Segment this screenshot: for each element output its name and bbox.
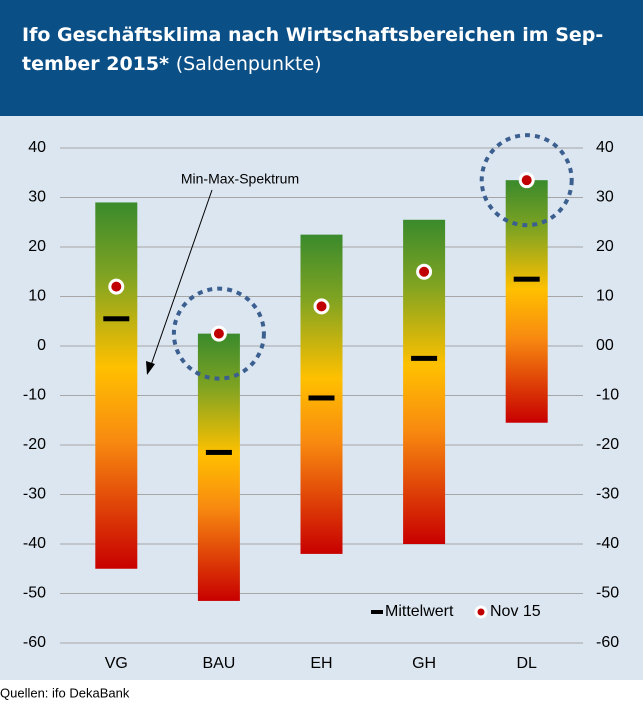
mean-marker: [205, 449, 232, 455]
y2-tick-label: 30: [596, 189, 614, 206]
y-tick-label: -30: [23, 486, 46, 503]
nov-marker: [108, 278, 125, 295]
legend-nov-swatch: [474, 605, 488, 619]
y-tick-label: -60: [23, 634, 46, 651]
nov-marker: [416, 263, 433, 280]
y2-tick-label: -60: [596, 634, 619, 651]
range-bar: [95, 202, 138, 569]
legend-label: Nov 15: [490, 603, 541, 620]
y-tick-label: 10: [28, 288, 46, 305]
chart-title: Ifo Geschäftsklima nach Wirtschaftsberei…: [22, 24, 603, 46]
y-tick-label: 0: [37, 337, 46, 354]
nov-marker: [518, 172, 535, 189]
x-tick-label: BAU: [202, 655, 235, 672]
y-tick-label: -50: [23, 585, 46, 602]
subtitle: (Saldenpunkte): [176, 53, 322, 75]
annotation: Min-Max-Spektrum: [181, 171, 299, 187]
annotation-arrowhead: [146, 361, 155, 375]
y2-tick-label: -30: [596, 486, 619, 503]
x-tick-label: GH: [412, 655, 436, 672]
legend-mean-swatch: [371, 610, 383, 614]
y-tick-label: 30: [28, 189, 46, 206]
y2-tick-label: -20: [596, 436, 619, 453]
header: [0, 0, 643, 116]
y-tick-label: 20: [28, 238, 46, 255]
y-tick-label: -40: [23, 535, 46, 552]
nov-marker: [210, 325, 227, 342]
y-tick-label: 40: [28, 139, 46, 156]
legend-label: Mittelwert: [385, 603, 454, 620]
range-bar: [197, 333, 240, 601]
chart-title-line: tember 2015*: [22, 53, 169, 75]
highlight-ring: [479, 133, 574, 228]
annotation-arrow: [149, 189, 213, 369]
y2-tick-label: 40: [596, 139, 614, 156]
x-tick-label: EH: [310, 655, 332, 672]
x-tick-label: VG: [105, 655, 128, 672]
y2-tick-label: -40: [596, 535, 619, 552]
y2-tick-label: -50: [596, 585, 619, 602]
y2-tick-label: 20: [596, 238, 614, 255]
nov-marker: [313, 298, 330, 315]
x-tick-label: DL: [516, 655, 537, 672]
range-bar: [300, 234, 343, 554]
highlight-ring: [171, 286, 266, 381]
mean-marker: [513, 276, 540, 282]
mean-marker: [308, 395, 335, 401]
chart-title: tember 2015* (Saldenpunkte): [22, 53, 322, 75]
range-bar: [505, 180, 548, 423]
mean-marker: [103, 316, 130, 322]
source: Quellen: ifo DekaBank: [0, 685, 130, 700]
y2-tick-label: 00: [596, 337, 614, 354]
y-tick-label: -10: [23, 387, 46, 404]
y-tick-label: -20: [23, 436, 46, 453]
mean-marker: [411, 355, 438, 361]
y2-tick-label: -10: [596, 387, 619, 404]
y2-tick-label: 10: [596, 288, 614, 305]
